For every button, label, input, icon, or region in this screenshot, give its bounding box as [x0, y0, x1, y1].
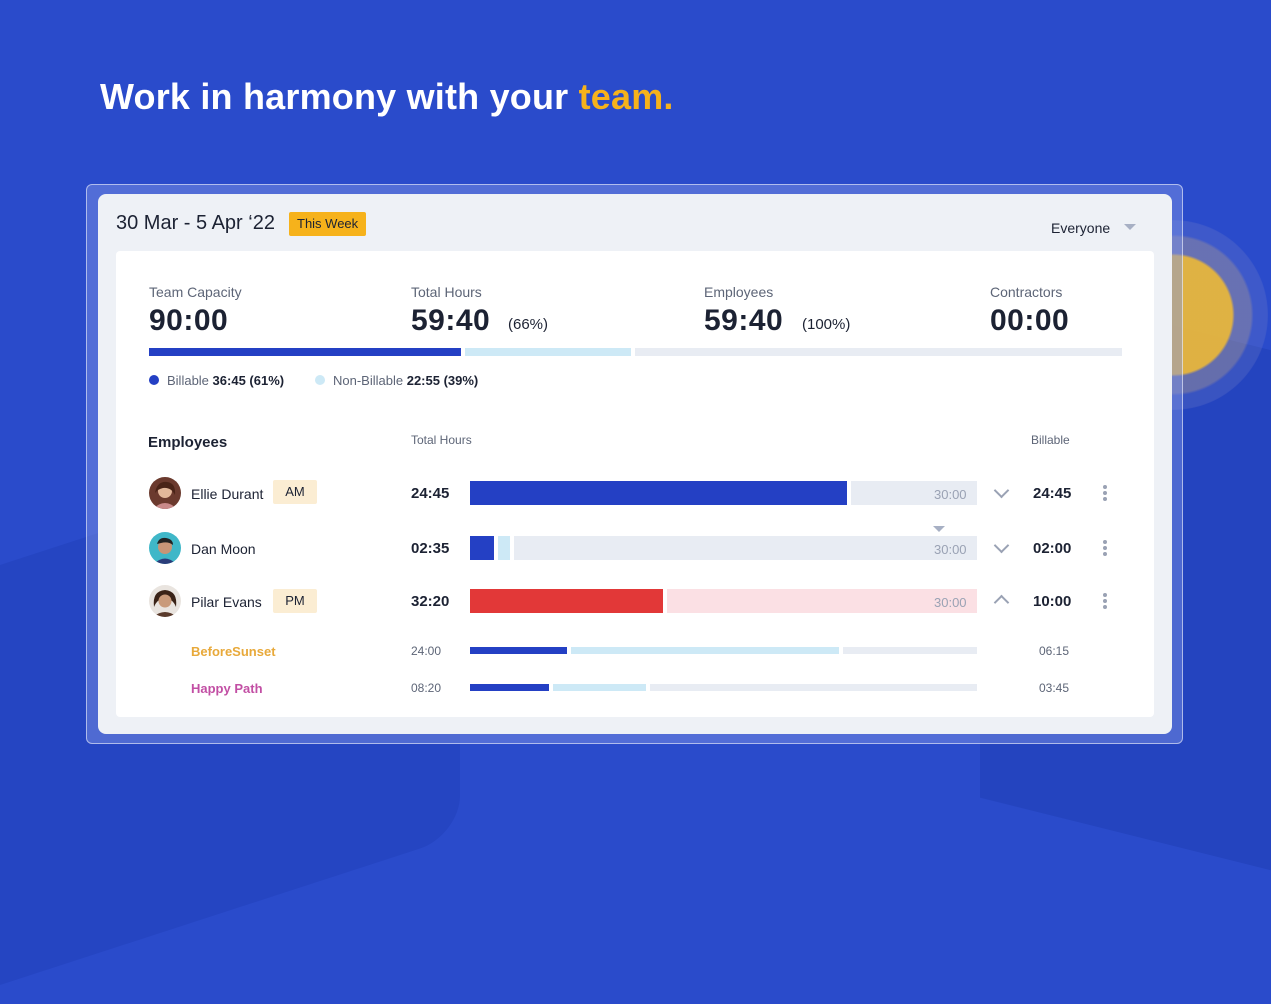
row-total-hours: 32:20 [411, 593, 450, 610]
row-total-hours: 24:45 [411, 485, 450, 502]
more-options-icon[interactable] [1103, 485, 1107, 503]
capacity-bar-remaining [635, 348, 1122, 356]
non-billable-legend-dot [315, 375, 325, 385]
project-before-sunset[interactable]: BeforeSunset [191, 644, 276, 659]
avatar-dan-moon[interactable] [149, 532, 181, 564]
avatar-pilar-evans[interactable] [149, 585, 181, 617]
project-total-hours: 24:00 [411, 644, 442, 658]
caret-down-icon[interactable] [1124, 224, 1136, 230]
billable-legend: Billable 36:45 (61%) [167, 373, 284, 388]
date-range[interactable]: 30 Mar - 5 Apr ‘22 [116, 212, 275, 234]
project-bar-non-billable [553, 684, 646, 691]
everyone-filter-dropdown[interactable]: Everyone [1051, 220, 1111, 236]
headline-text: Work in harmony with your [100, 76, 579, 117]
row-billable-hours: 02:00 [1033, 540, 1072, 557]
total-hours-value: 59:40 [411, 304, 491, 337]
row-billable-hours: 24:45 [1033, 485, 1072, 502]
employees-label: Employees [704, 284, 774, 300]
project-bar-non-billable [571, 647, 839, 654]
billable-legend-dot [149, 375, 159, 385]
team-capacity-label: Team Capacity [149, 284, 242, 300]
shift-badge: AM [273, 480, 317, 504]
employees-pct: (100%) [802, 316, 851, 333]
row-bar-non-billable [498, 536, 510, 560]
team-capacity-value: 90:00 [149, 304, 229, 337]
non-billable-legend-label: Non-Billable [333, 373, 404, 388]
total-hours-label: Total Hours [411, 284, 482, 300]
project-bar-billable [470, 684, 549, 691]
this-week-badge[interactable]: This Week [289, 212, 367, 236]
row-bar-billable [470, 481, 847, 505]
headline: Work in harmony with your team. [100, 76, 674, 118]
project-billable-hours: 06:15 [1039, 644, 1070, 658]
employee-name[interactable]: Pilar Evans [191, 594, 262, 610]
contractors-label: Contractors [990, 284, 1063, 300]
avatar-icon [149, 585, 181, 617]
total-hours-pct: (66%) [508, 316, 549, 333]
row-capacity: 30:00 [934, 487, 967, 502]
employee-name[interactable]: Ellie Durant [191, 486, 264, 502]
row-billable-hours: 10:00 [1033, 593, 1072, 610]
total-hours-column-header: Total Hours [411, 433, 472, 447]
billable-legend-value: 36:45 (61%) [212, 373, 285, 388]
billable-column-header: Billable [1031, 433, 1070, 447]
project-bar-billable [470, 647, 567, 654]
employees-section-title: Employees [148, 434, 228, 451]
contractors-value: 00:00 [990, 304, 1070, 337]
project-bar-remaining [650, 684, 977, 691]
more-options-icon[interactable] [1103, 593, 1107, 611]
billable-legend-label: Billable [167, 373, 209, 388]
avatar-icon [149, 477, 181, 509]
headline-accent: team. [578, 76, 674, 117]
avatar-icon [149, 532, 181, 564]
capacity-bar-billable [149, 348, 461, 356]
row-bar-remaining [514, 536, 977, 560]
project-billable-hours: 03:45 [1039, 681, 1070, 695]
project-happy-path[interactable]: Happy Path [191, 681, 263, 696]
row-total-hours: 02:35 [411, 540, 450, 557]
capacity-bar-non-billable [465, 348, 631, 356]
row-bar-over-capacity [470, 589, 663, 613]
shift-badge: PM [273, 589, 317, 613]
capacity-marker-icon [933, 526, 945, 532]
row-bar-billable [470, 536, 494, 560]
non-billable-legend: Non-Billable 22:55 (39%) [333, 373, 478, 388]
row-capacity: 30:00 [934, 542, 967, 557]
avatar-ellie-durant[interactable] [149, 477, 181, 509]
project-total-hours: 08:20 [411, 681, 442, 695]
employees-value: 59:40 [704, 304, 784, 337]
non-billable-legend-value: 22:55 (39%) [406, 373, 479, 388]
more-options-icon[interactable] [1103, 540, 1107, 558]
row-capacity: 30:00 [934, 595, 967, 610]
project-bar-remaining [843, 647, 977, 654]
row-bar-over-capacity-light [667, 589, 977, 613]
row-bar-remaining [851, 481, 977, 505]
employee-name[interactable]: Dan Moon [191, 541, 256, 557]
